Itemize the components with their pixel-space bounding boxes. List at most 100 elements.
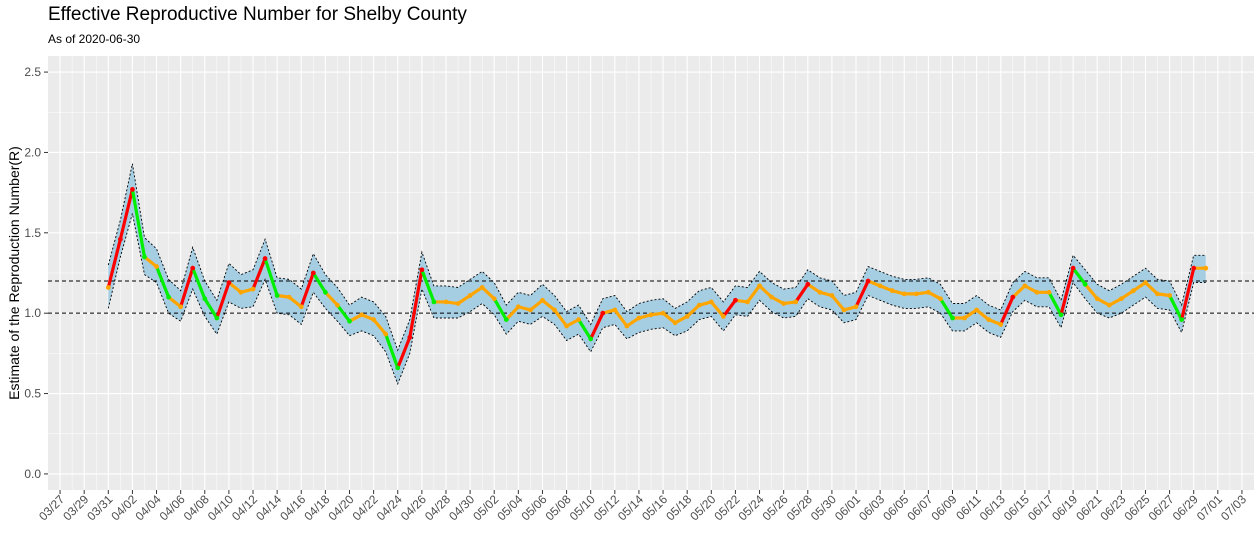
r-point	[781, 301, 787, 306]
r-point	[395, 365, 401, 371]
r-point	[1155, 291, 1160, 297]
r-segment	[1167, 293, 1184, 322]
r-point	[1131, 288, 1136, 294]
r-segment	[685, 303, 701, 318]
r-segment	[299, 271, 315, 309]
r-segment	[468, 285, 484, 298]
r-point	[829, 293, 835, 298]
x-tick-label: 04/10	[205, 492, 236, 523]
r-segment	[263, 256, 279, 298]
r-point	[443, 299, 449, 305]
r-segment	[287, 295, 303, 309]
r-point	[986, 317, 992, 323]
x-tick-label: 05/08	[543, 492, 574, 523]
r-point	[660, 310, 666, 316]
r-point	[1022, 283, 1028, 289]
r-segment	[130, 187, 147, 259]
r-point	[431, 299, 437, 305]
r-estimate-line	[105, 187, 1209, 371]
r-point	[1010, 294, 1016, 300]
chart-subtitle: As of 2020-06-30	[48, 32, 141, 46]
r-point	[877, 283, 883, 289]
r-segment	[1119, 289, 1136, 301]
r-segment	[1011, 284, 1027, 299]
x-tick-label: 07/01	[1194, 492, 1225, 523]
r-point	[1106, 302, 1112, 308]
r-point	[1143, 280, 1148, 286]
r-segment	[757, 284, 774, 299]
r-segment	[999, 295, 1015, 327]
r-point	[286, 294, 292, 300]
x-tick-label: 04/30	[446, 492, 477, 523]
x-tick-label: 06/19	[1049, 492, 1080, 523]
r-point	[624, 323, 630, 329]
r-point	[142, 254, 147, 260]
r-segment	[106, 237, 122, 290]
r-segment	[179, 266, 195, 309]
x-tick-label: 04/14	[253, 492, 284, 523]
r-segment	[311, 271, 327, 294]
r-point	[407, 334, 413, 340]
x-tick-label: 06/21	[1073, 492, 1104, 523]
r-point	[612, 307, 618, 313]
x-tick-label: 04/18	[301, 492, 332, 523]
x-tick-label: 05/16	[639, 492, 670, 523]
r-point	[769, 294, 774, 300]
r-point	[274, 293, 280, 298]
r-point	[202, 296, 208, 302]
x-tick-label: 06/11	[953, 492, 984, 523]
x-tick-label: 04/20	[325, 492, 356, 523]
r-point	[974, 307, 980, 313]
x-tick-label: 05/14	[615, 492, 646, 523]
r-point	[938, 296, 943, 302]
r-segment	[854, 279, 870, 309]
r-point	[853, 304, 859, 310]
r-point	[1082, 281, 1088, 287]
r-segment	[396, 335, 412, 370]
r-segment	[552, 308, 569, 328]
r-segment	[625, 316, 641, 328]
upper-bound-line	[107, 163, 1206, 352]
r-point	[1191, 265, 1197, 271]
x-tick-label: 05/28	[784, 492, 815, 523]
r-point	[1094, 296, 1100, 302]
r-point	[805, 281, 811, 287]
r-point	[419, 267, 425, 273]
r-point	[913, 291, 919, 297]
r-point	[696, 302, 702, 308]
x-tick-label: 06/09	[928, 492, 959, 523]
x-tick-label: 05/26	[760, 492, 791, 523]
x-tick-label: 04/12	[229, 492, 260, 523]
lower-bound-line	[107, 213, 1206, 386]
r-segment	[203, 297, 219, 320]
x-tick-label: 06/27	[1146, 492, 1177, 523]
chart-title: Effective Reproductive Number for Shelby…	[48, 4, 467, 25]
r-segment	[480, 285, 496, 301]
x-tick-label: 06/17	[1025, 492, 1056, 523]
r-segment	[142, 255, 159, 269]
r-point	[238, 289, 244, 295]
r-point	[298, 304, 304, 310]
confidence-bounds	[107, 163, 1206, 386]
r-point	[1167, 293, 1172, 298]
x-tick-label: 05/04	[494, 492, 525, 523]
r-point	[636, 315, 642, 321]
x-tick-label: 04/22	[350, 492, 381, 523]
x-tick-label: 06/05	[880, 492, 911, 523]
x-tick-label: 04/08	[181, 492, 212, 523]
r-point	[540, 297, 545, 303]
r-segment	[577, 318, 593, 341]
r-segment	[492, 297, 508, 322]
x-axis: 03/2703/2903/3104/0204/0404/0604/0804/10…	[36, 490, 1249, 523]
x-tick-label: 05/18	[663, 492, 694, 523]
y-tick-label: 2.5	[24, 65, 41, 79]
r-point	[865, 278, 871, 284]
r-point	[262, 256, 268, 261]
r-segment	[745, 284, 762, 304]
r-segment	[1059, 266, 1075, 317]
r-point	[1046, 289, 1052, 295]
r-point	[1203, 265, 1209, 271]
r-point	[588, 336, 594, 342]
r-segment	[721, 298, 738, 318]
r-segment	[154, 264, 171, 299]
